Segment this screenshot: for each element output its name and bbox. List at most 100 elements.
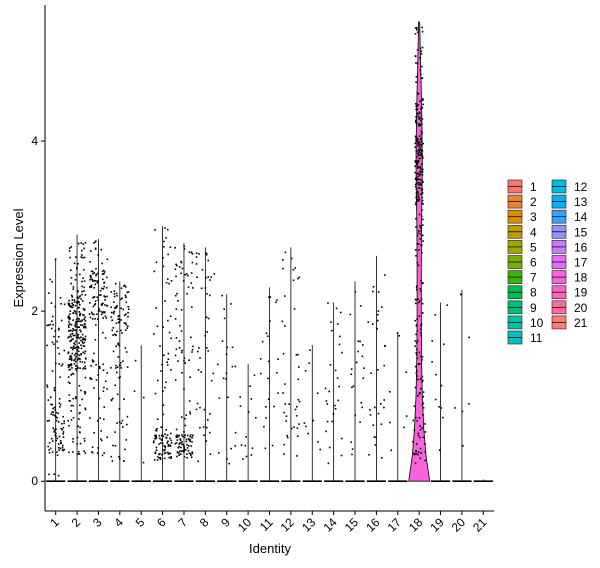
data-point: [68, 326, 70, 329]
data-point: [68, 321, 70, 323]
data-point: [334, 369, 337, 372]
data-point: [362, 377, 365, 379]
data-point: [95, 267, 97, 270]
data-point: [68, 451, 70, 454]
data-point: [125, 323, 128, 326]
data-point: [307, 432, 309, 435]
data-point: [51, 411, 53, 413]
data-point: [416, 160, 418, 162]
data-point: [117, 315, 119, 318]
data-point: [183, 436, 186, 439]
data-point: [53, 429, 56, 431]
data-point: [190, 282, 193, 284]
data-point: [369, 409, 371, 411]
legend-item-16: 16: [551, 240, 588, 254]
data-point: [418, 117, 421, 119]
data-point: [337, 399, 339, 402]
data-point: [186, 292, 188, 295]
data-point: [187, 274, 189, 277]
data-point: [103, 282, 105, 284]
data-point: [468, 403, 470, 405]
data-point: [153, 459, 156, 461]
data-point: [196, 402, 199, 405]
data-point: [166, 364, 169, 366]
data-point: [207, 350, 209, 352]
data-point: [415, 188, 418, 190]
data-point: [81, 280, 83, 283]
data-point: [72, 312, 74, 314]
data-point: [70, 356, 73, 358]
data-point: [92, 272, 94, 275]
data-point: [74, 334, 76, 337]
data-point: [84, 365, 86, 368]
data-point: [56, 340, 58, 343]
data-point: [82, 277, 84, 279]
data-point: [54, 409, 57, 411]
data-point: [169, 315, 172, 318]
x-axis-title: Identity: [249, 541, 291, 556]
violin-13: [302, 345, 322, 483]
data-point: [88, 313, 91, 315]
data-point: [191, 451, 193, 453]
data-point: [412, 440, 414, 443]
data-point: [47, 324, 50, 326]
data-point: [92, 296, 94, 299]
data-point: [277, 392, 279, 394]
data-point: [186, 453, 188, 455]
data-point: [67, 420, 69, 422]
data-point: [212, 372, 215, 375]
data-point: [80, 336, 82, 338]
data-point: [58, 449, 60, 451]
data-point: [127, 291, 130, 293]
data-point: [68, 330, 71, 332]
data-point: [117, 318, 119, 320]
data-point: [164, 448, 166, 451]
data-point: [167, 319, 169, 322]
data-point: [209, 294, 211, 297]
data-point: [160, 426, 162, 428]
data-point: [118, 364, 121, 366]
data-point: [82, 256, 84, 259]
data-point: [162, 265, 165, 268]
data-point: [78, 418, 80, 420]
data-point: [417, 175, 420, 177]
violin-16: [366, 255, 387, 483]
data-point: [102, 331, 104, 334]
data-point: [80, 330, 82, 333]
legend-item-17: 17: [551, 255, 588, 270]
data-point: [118, 421, 121, 423]
data-point: [206, 347, 208, 349]
data-point: [416, 139, 419, 141]
data-point: [417, 137, 419, 140]
data-point: [102, 363, 104, 366]
data-point: [114, 445, 117, 447]
data-point: [191, 436, 194, 439]
data-point: [62, 436, 65, 438]
data-point: [98, 397, 101, 400]
violin-17: [388, 332, 408, 483]
data-point: [240, 444, 243, 446]
data-point: [415, 286, 418, 289]
data-point: [281, 320, 284, 323]
data-point: [46, 420, 49, 422]
data-point: [178, 434, 180, 437]
data-point: [420, 149, 422, 151]
violin-12: [281, 247, 301, 483]
data-point: [154, 392, 157, 395]
data-point: [79, 426, 81, 429]
data-point: [418, 249, 420, 251]
data-point: [421, 99, 423, 101]
data-point: [94, 300, 97, 302]
data-point: [415, 81, 417, 83]
data-point: [421, 189, 423, 191]
data-point: [338, 343, 341, 346]
data-point: [438, 406, 440, 408]
data-point: [325, 430, 327, 433]
data-point: [416, 330, 419, 332]
data-point: [127, 311, 129, 314]
data-point: [180, 272, 182, 275]
data-point: [77, 263, 79, 265]
data-point: [89, 378, 92, 380]
legend-item-20: 20: [551, 300, 588, 315]
data-point: [297, 277, 299, 280]
